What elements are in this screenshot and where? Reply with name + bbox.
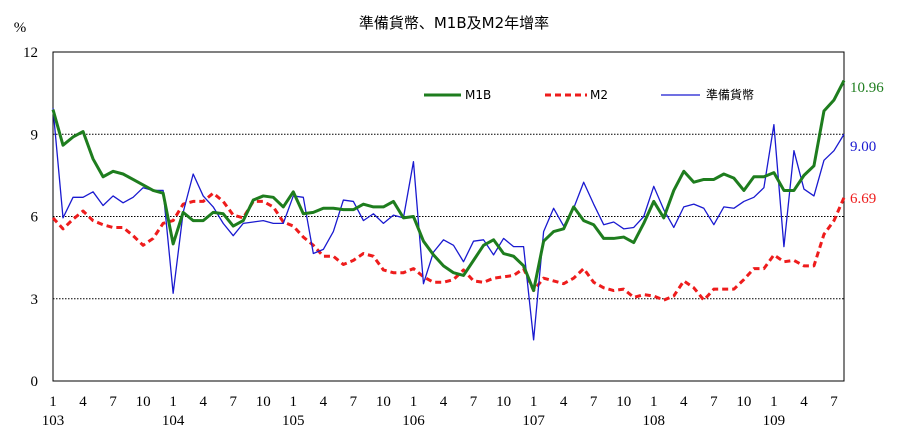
x-tick-label: 7 [590, 394, 598, 410]
x-tick-label: 7 [710, 394, 718, 410]
x-year-label: 104 [162, 413, 185, 429]
end-value-label: 6.69 [850, 191, 876, 207]
legend-label: M2 [590, 88, 608, 102]
legend: M1B M2 準備貨幣 [424, 87, 754, 102]
x-tick-label: 4 [79, 394, 87, 410]
x-year-label: 106 [402, 413, 425, 429]
end-value-labels: 10.96 6.69 9.00 [850, 80, 884, 207]
chart-title: 準備貨幣、M1B及M2年增率 [359, 14, 549, 32]
x-tick-label: 10 [496, 394, 511, 410]
x-tick-label: 7 [830, 394, 838, 410]
y-tick-label: 6 [31, 210, 39, 226]
x-tick-label: 1 [530, 394, 538, 410]
x-tick-label: 10 [256, 394, 271, 410]
y-axis-unit-label: % [14, 20, 27, 36]
x-tick-label: 7 [229, 394, 237, 410]
x-tick-label: 4 [560, 394, 568, 410]
x-tick-label: 1 [410, 394, 418, 410]
x-year-label: 109 [763, 413, 786, 429]
y-tick-label: 9 [31, 127, 39, 143]
end-value-label: 9.00 [850, 139, 876, 155]
x-year-label: 103 [42, 413, 65, 429]
plot-area-frame [52, 51, 845, 382]
series-lines [51, 79, 846, 341]
legend-label: M1B [465, 88, 491, 102]
y-tick-label: 3 [31, 292, 39, 308]
x-tick-label: 4 [800, 394, 808, 410]
x-tick-label: 4 [680, 394, 688, 410]
x-tick-label: 7 [470, 394, 478, 410]
x-tick-label: 7 [350, 394, 358, 410]
x-tick-label: 4 [199, 394, 207, 410]
x-tick-label: 1 [169, 394, 177, 410]
x-tick-label: 10 [616, 394, 631, 410]
x-tick-label: 10 [736, 394, 751, 410]
x-year-label: 107 [522, 413, 545, 429]
x-tick-label: 1 [650, 394, 658, 410]
x-tick-label: 10 [376, 394, 391, 410]
x-tick-label: 10 [136, 394, 151, 410]
y-axis-ticks: 0 3 6 9 12 [23, 45, 39, 390]
legend-label: 準備貨幣 [706, 87, 754, 102]
x-tick-label: 4 [320, 394, 328, 410]
x-year-label: 108 [643, 413, 666, 429]
x-tick-label: 1 [290, 394, 298, 410]
x-year-label: 105 [282, 413, 305, 429]
series-line-m1b [51, 79, 846, 293]
y-tick-label: 12 [23, 45, 38, 61]
x-tick-label: 4 [440, 394, 448, 410]
x-tick-label: 7 [109, 394, 117, 410]
y-tick-label: 0 [31, 374, 39, 390]
x-tick-label: 1 [770, 394, 778, 410]
x-tick-label: 1 [49, 394, 57, 410]
end-value-label: 10.96 [850, 80, 884, 96]
series-line-reserve-money [52, 108, 845, 341]
